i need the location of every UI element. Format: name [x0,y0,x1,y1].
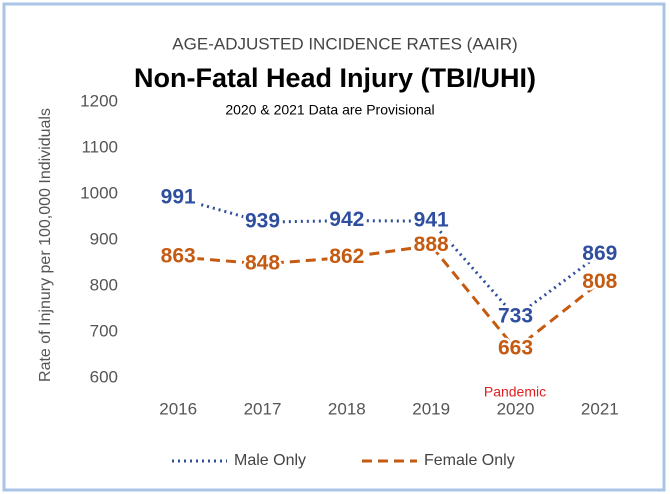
data-label: 869 [582,242,617,265]
y-tick-label: 900 [90,229,118,248]
x-tick-label: 2018 [328,399,366,418]
y-tick-label: 1100 [81,137,118,156]
y-tick-label: 1000 [80,183,118,202]
y-tick-label: 1200 [80,91,118,110]
data-label: 848 [245,251,280,274]
series-line [177,196,601,319]
data-label: 939 [245,210,280,233]
y-tick-label: 800 [90,275,118,294]
x-tick-label: 2020 [497,399,535,418]
x-tick-label: 2016 [159,399,197,418]
legend-label: Male Only [234,452,306,469]
subtitle: 2020 & 2021 Data are Provisional [225,102,434,118]
x-tick-label: 2017 [244,399,282,418]
data-label: 863 [161,245,196,268]
series-line [178,243,601,352]
y-tick-label: 600 [90,367,118,386]
data-label: 991 [161,186,196,209]
data-label: 862 [329,245,364,268]
annotation: Pandemic [484,384,546,400]
x-tick-label: 2019 [412,399,450,418]
data-label: 942 [329,208,364,231]
data-label: 888 [414,233,449,256]
chart-title: Non-Fatal Head Injury (TBI/UHI) [134,63,536,93]
legend-label: Female Only [424,452,515,469]
supertitle: AGE-ADJUSTED INCIDENCE RATES (AAIR) [172,34,517,53]
data-label: 941 [414,209,449,232]
y-tick-label: 700 [90,321,118,340]
y-axis-label: Rate of Injnury per 100,000 Individuals [37,108,54,382]
x-tick-label: 2021 [581,399,619,418]
data-label: 808 [582,270,617,293]
data-label: 733 [498,304,533,327]
data-label: 663 [498,337,533,360]
